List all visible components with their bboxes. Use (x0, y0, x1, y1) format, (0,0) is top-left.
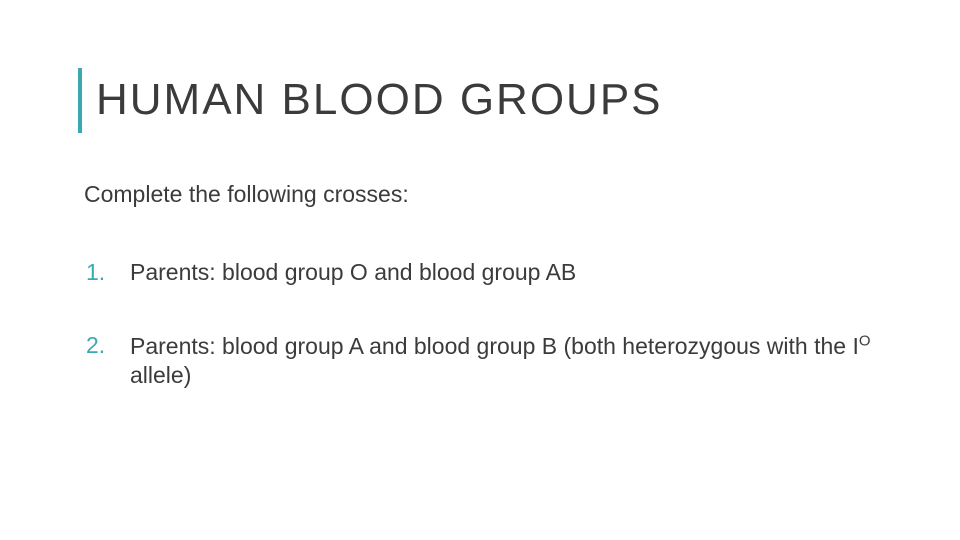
list-item: Parents: blood group A and blood group B… (84, 331, 882, 391)
instruction-text: Complete the following crosses: (84, 181, 882, 208)
slide-title: HUMAN BLOOD GROUPS (96, 68, 663, 133)
list-item-text: Parents: blood group A and blood group B… (130, 333, 870, 388)
cross-list: Parents: blood group O and blood group A… (84, 258, 882, 391)
list-item: Parents: blood group O and blood group A… (84, 258, 882, 287)
accent-bar (78, 68, 82, 133)
list-item-text: Parents: blood group O and blood group A… (130, 259, 576, 285)
slide-container: HUMAN BLOOD GROUPS Complete the followin… (0, 0, 960, 540)
title-row: HUMAN BLOOD GROUPS (78, 68, 882, 133)
slide-body: Complete the following crosses: Parents:… (78, 181, 882, 391)
